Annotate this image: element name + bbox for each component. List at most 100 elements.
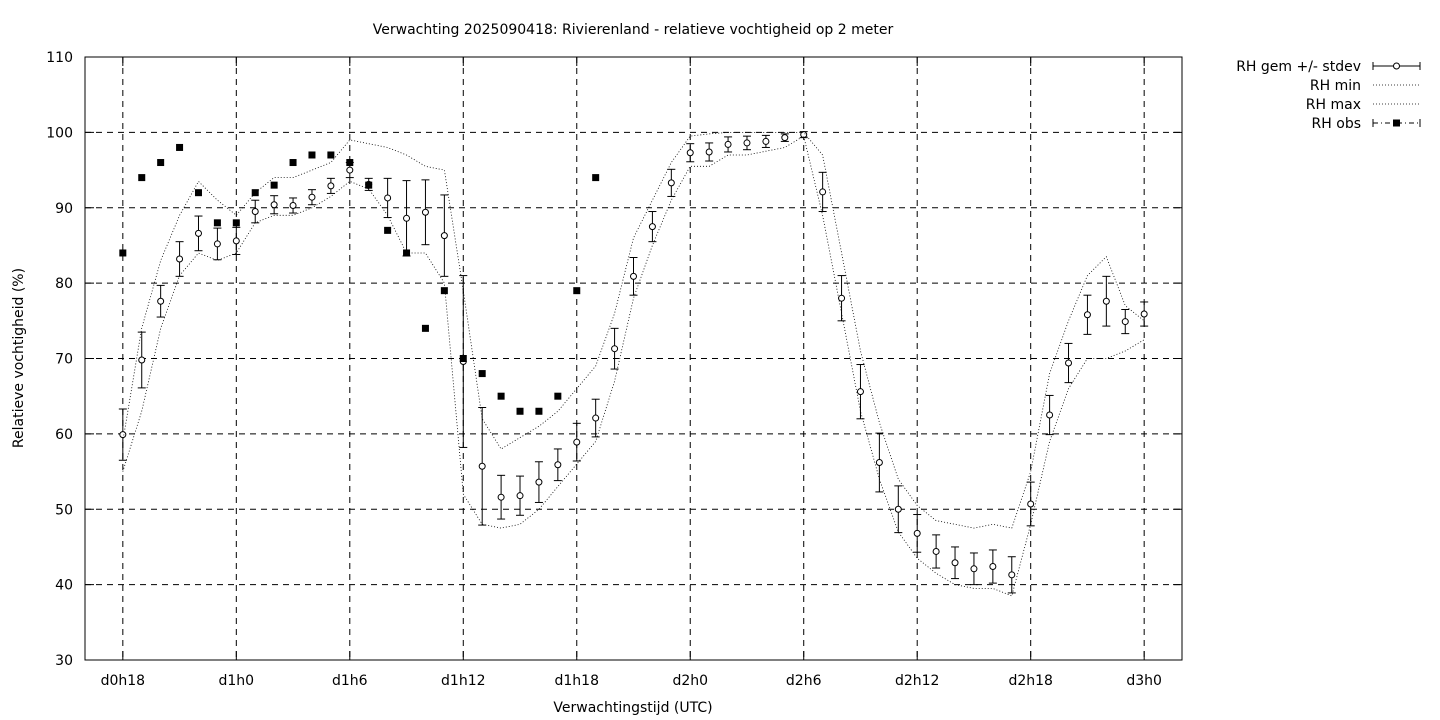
rh-mean-point [856, 388, 864, 396]
y-tick-label: 100 [46, 125, 73, 141]
series-layer [118, 131, 1149, 597]
y-tick-label: 50 [55, 502, 73, 518]
rh-mean-point [232, 237, 240, 245]
rh-obs-point [119, 249, 127, 257]
rh-mean-point [989, 563, 997, 571]
rh-mean-point [667, 179, 675, 187]
rh-mean-point [270, 201, 278, 209]
rh-mean-point [213, 240, 221, 248]
rh-mean-point [686, 149, 694, 157]
rh-mean-point [762, 137, 770, 145]
y-tick-label: 40 [55, 578, 73, 594]
rh-mean-point [838, 294, 846, 302]
rh-mean-point [611, 345, 619, 353]
rh-obs-point [478, 370, 486, 378]
rh-mean-point [1102, 297, 1110, 305]
rh-obs-point [176, 143, 184, 151]
y-axis-ticks: 30 40 50 60 70 80 90 100 110 [46, 50, 1182, 669]
y-tick-label: 30 [55, 653, 73, 669]
x-tick-label: d1h12 [441, 673, 485, 689]
x-tick-label: d2h0 [672, 673, 708, 689]
x-tick-label: d2h6 [786, 673, 822, 689]
rh-obs-point [459, 355, 467, 362]
rh-obs-point [251, 189, 259, 197]
y-tick-label: 90 [55, 201, 73, 217]
rh-mean-point [630, 272, 637, 280]
y-tick-label: 70 [55, 352, 73, 368]
rh-mean-point [194, 229, 202, 237]
rh-mean-point [251, 208, 259, 216]
rh-obs-point [384, 226, 392, 234]
legend-label: RH gem +/- stdev [1236, 59, 1361, 75]
x-tick-label: d0h18 [101, 673, 145, 689]
rh-mean-point [970, 565, 978, 573]
legend-label: RH max [1306, 97, 1361, 113]
rh-obs-point [194, 189, 202, 197]
y-axis-label: Relatieve vochtigheid (%) [11, 268, 27, 448]
rh-mean-point [1008, 571, 1016, 579]
rh-obs-point [327, 151, 335, 159]
rh-mean-point [894, 505, 902, 513]
rh-mean-point [932, 547, 940, 555]
rh-mean-point [724, 140, 732, 148]
rh-mean-point [913, 529, 921, 537]
rh-obs-point [270, 181, 278, 189]
rh-max-line [122, 131, 1145, 529]
rh-mean-point [1065, 359, 1073, 367]
rh-obs-point [440, 287, 448, 295]
rh-obs-point [213, 219, 221, 227]
y-tick-label: 60 [55, 427, 73, 443]
rh-mean-point [592, 414, 600, 422]
rh-mean-point [1121, 318, 1129, 326]
rh-mean-point [573, 438, 581, 446]
x-axis-label: Verwachtingstijd (UTC) [553, 700, 712, 716]
legend-label: RH min [1310, 78, 1361, 94]
x-tick-label: d1h6 [332, 673, 368, 689]
rh-mean-point [554, 461, 562, 469]
x-tick-label: d3h0 [1126, 673, 1162, 689]
rh-mean-point [440, 232, 448, 240]
rh-mean-point [1027, 500, 1035, 508]
legend-label: RH obs [1312, 116, 1361, 132]
rh-mean-point [705, 148, 713, 156]
rh-mean-point [327, 182, 335, 190]
rh-obs-point [573, 287, 581, 295]
plot-frame [84, 56, 1183, 661]
rh-obs-point [516, 407, 524, 415]
rh-mean-point [875, 459, 883, 467]
rh-mean-point [1046, 411, 1054, 419]
rh-mean-point [535, 478, 543, 486]
rh-mean-point [743, 139, 751, 147]
rh-mean-point [648, 223, 656, 231]
rh-mean-point [781, 134, 789, 142]
rh-obs-point [365, 181, 373, 189]
rh-obs-point [308, 151, 316, 159]
rh-obs-point [421, 324, 429, 332]
x-axis-ticks: d0h18 d1h0 d1h6 d1h12 d1h18 d2h0 d2h6 d2h12 d2h1… [101, 57, 1162, 689]
rh-obs-point [346, 159, 354, 167]
rh-mean-point [308, 193, 316, 201]
rh-mean-point [497, 493, 505, 501]
y-tick-label: 80 [55, 276, 73, 292]
rh-obs-point [535, 407, 543, 415]
rh-obs-point [157, 159, 165, 167]
rh-mean-point [1140, 310, 1148, 318]
rh-mean-point [384, 194, 392, 202]
rh-mean-point [951, 559, 959, 567]
rh-mean-point [403, 214, 411, 222]
chart-title: Verwachting 2025090418: Rivierenland - r… [373, 22, 894, 38]
legend-mean-marker [1393, 62, 1400, 70]
rh-mean-point [289, 201, 297, 209]
legend-obs-marker [1393, 119, 1400, 127]
grid-layer [85, 57, 1182, 660]
rh-obs-point [138, 174, 146, 182]
rh-obs-point [403, 249, 411, 257]
rh-obs-point [232, 219, 240, 227]
rh-mean-point [1083, 311, 1091, 319]
rh-mean-point [346, 166, 354, 174]
rh-mean-point [516, 492, 524, 500]
x-tick-label: d1h18 [555, 673, 599, 689]
rh-obs-point [497, 392, 505, 400]
x-tick-label: d2h18 [1008, 673, 1052, 689]
